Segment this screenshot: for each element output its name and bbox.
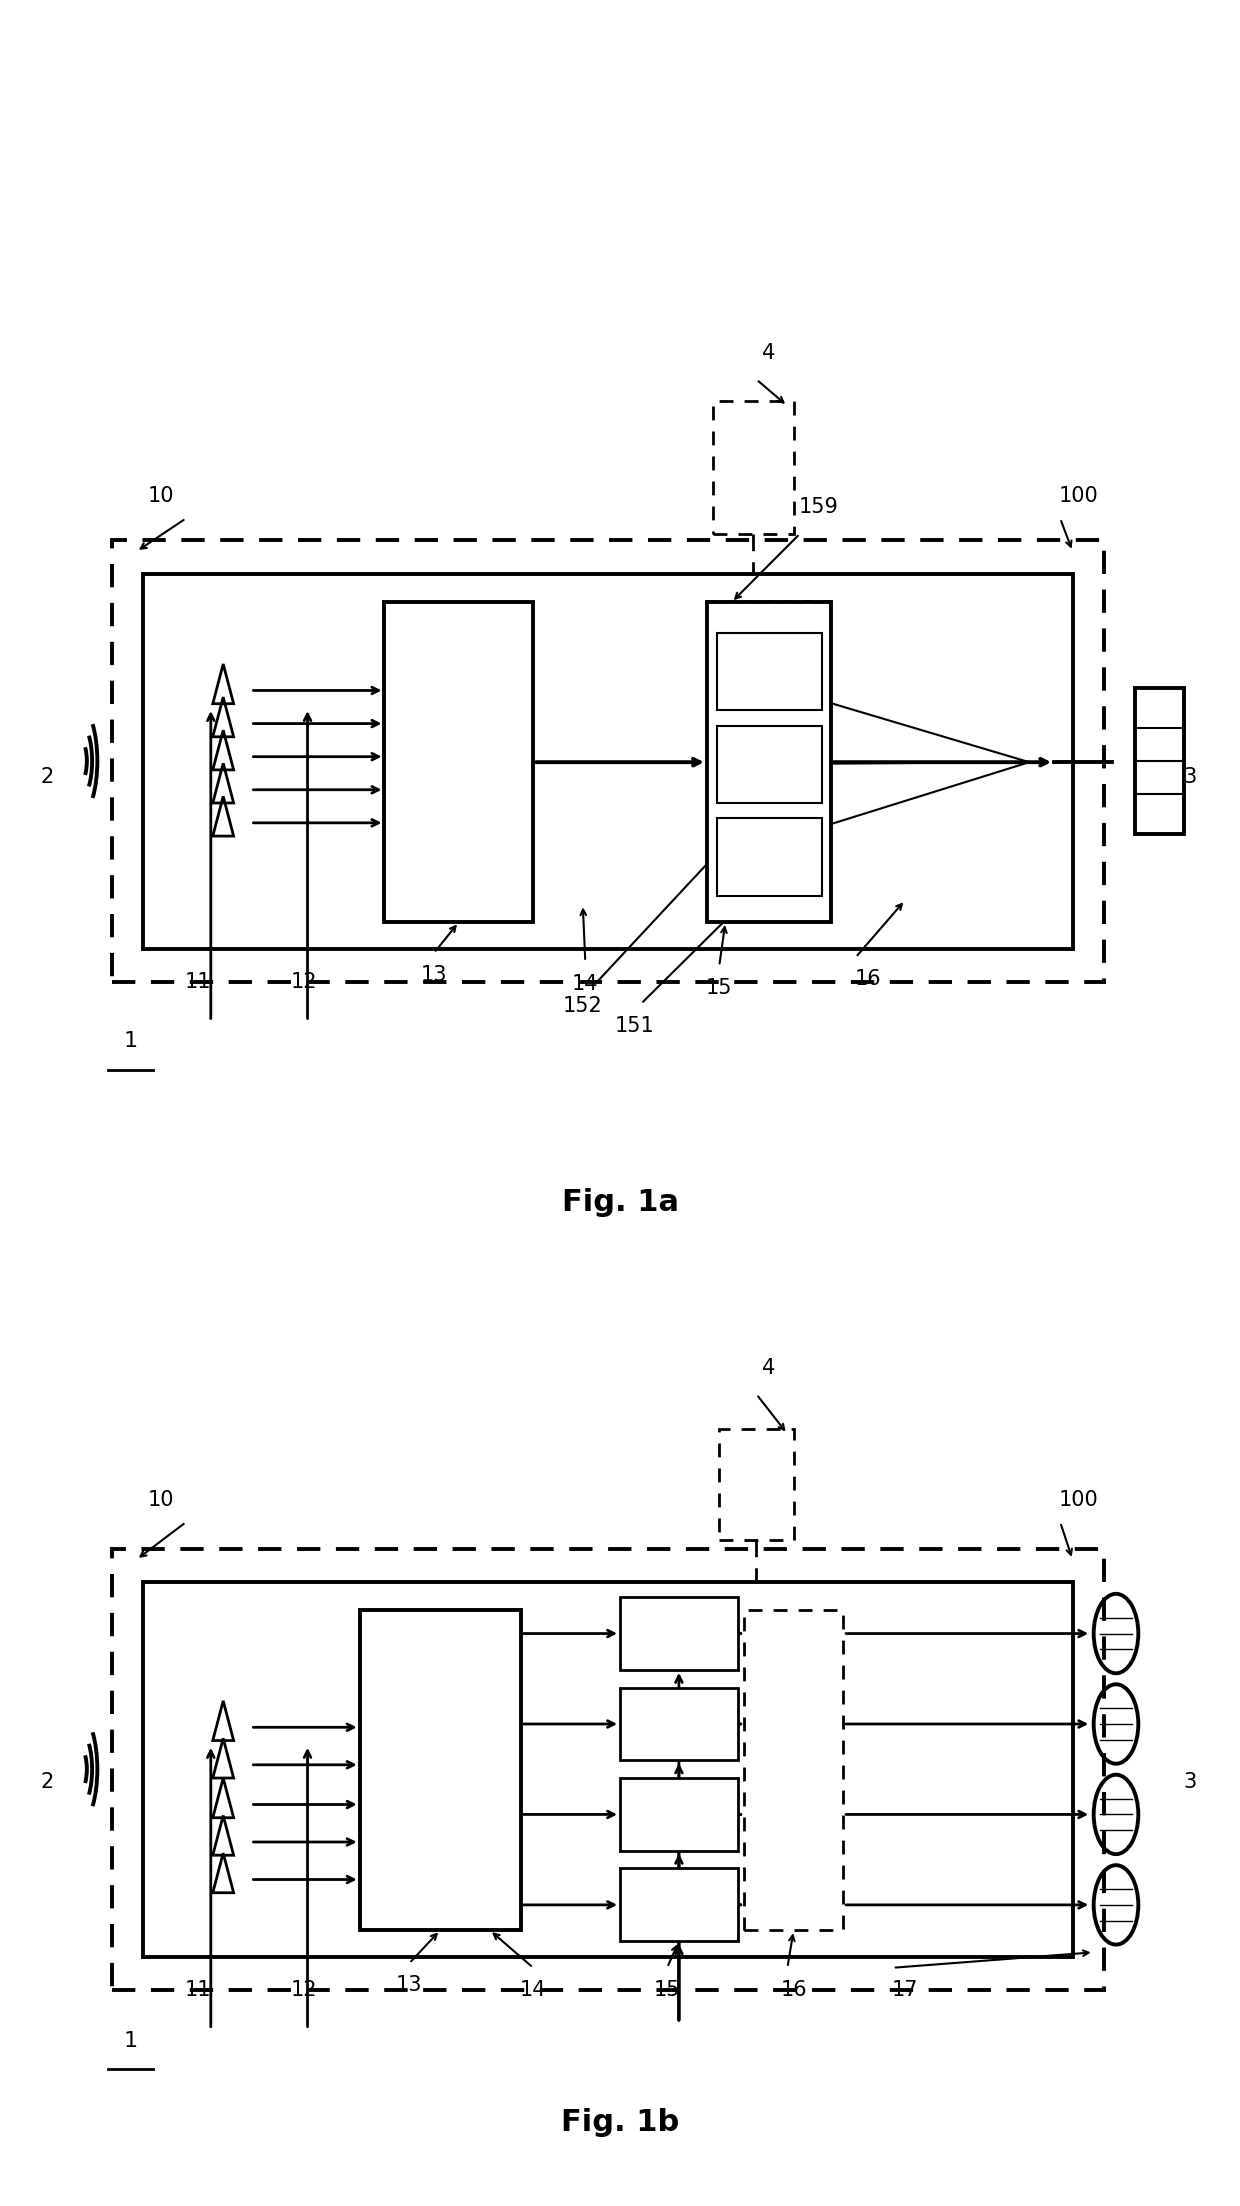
Text: 11: 11 <box>185 1979 212 2001</box>
Text: 11: 11 <box>185 971 212 993</box>
Bar <box>384 602 533 922</box>
Bar <box>719 1429 794 1540</box>
Text: 12: 12 <box>290 971 317 993</box>
Text: Fig. 1a: Fig. 1a <box>562 1187 678 1218</box>
Bar <box>143 1582 1073 1957</box>
Bar <box>713 401 794 534</box>
Bar <box>1135 688 1184 834</box>
Bar <box>620 1778 738 1851</box>
Text: 14: 14 <box>520 1979 547 2001</box>
Bar <box>717 818 822 896</box>
Text: 4: 4 <box>763 1357 775 1379</box>
Bar <box>112 1549 1104 1990</box>
Text: 14: 14 <box>572 973 599 995</box>
Text: 10: 10 <box>148 485 175 507</box>
Bar <box>360 1610 521 1930</box>
Text: 13: 13 <box>420 964 448 986</box>
Bar <box>620 1597 738 1670</box>
Text: 13: 13 <box>396 1974 423 1996</box>
Text: 100: 100 <box>1059 485 1099 507</box>
Text: 10: 10 <box>148 1489 175 1511</box>
Text: 151: 151 <box>615 1015 655 1037</box>
Text: 17: 17 <box>892 1979 919 2001</box>
Bar <box>717 633 822 710</box>
Text: 15: 15 <box>653 1979 681 2001</box>
Text: Fig. 1b: Fig. 1b <box>560 2107 680 2138</box>
Text: 16: 16 <box>854 968 882 990</box>
Text: 3: 3 <box>1184 1771 1197 1793</box>
Text: 15: 15 <box>706 977 733 999</box>
Bar <box>620 1868 738 1941</box>
Text: 4: 4 <box>763 342 775 364</box>
Text: 100: 100 <box>1059 1489 1099 1511</box>
Text: 152: 152 <box>563 995 603 1017</box>
Text: 12: 12 <box>290 1979 317 2001</box>
Bar <box>707 602 831 922</box>
Text: 3: 3 <box>1184 765 1197 788</box>
Bar <box>112 540 1104 982</box>
Text: 159: 159 <box>799 496 838 518</box>
Bar <box>744 1610 843 1930</box>
Text: 1: 1 <box>123 2030 138 2052</box>
Text: 2: 2 <box>41 1771 53 1793</box>
Bar <box>620 1688 738 1760</box>
Text: 16: 16 <box>780 1979 807 2001</box>
Text: 1: 1 <box>123 1030 138 1052</box>
Text: 2: 2 <box>41 765 53 788</box>
Bar <box>143 574 1073 949</box>
Bar <box>717 726 822 803</box>
